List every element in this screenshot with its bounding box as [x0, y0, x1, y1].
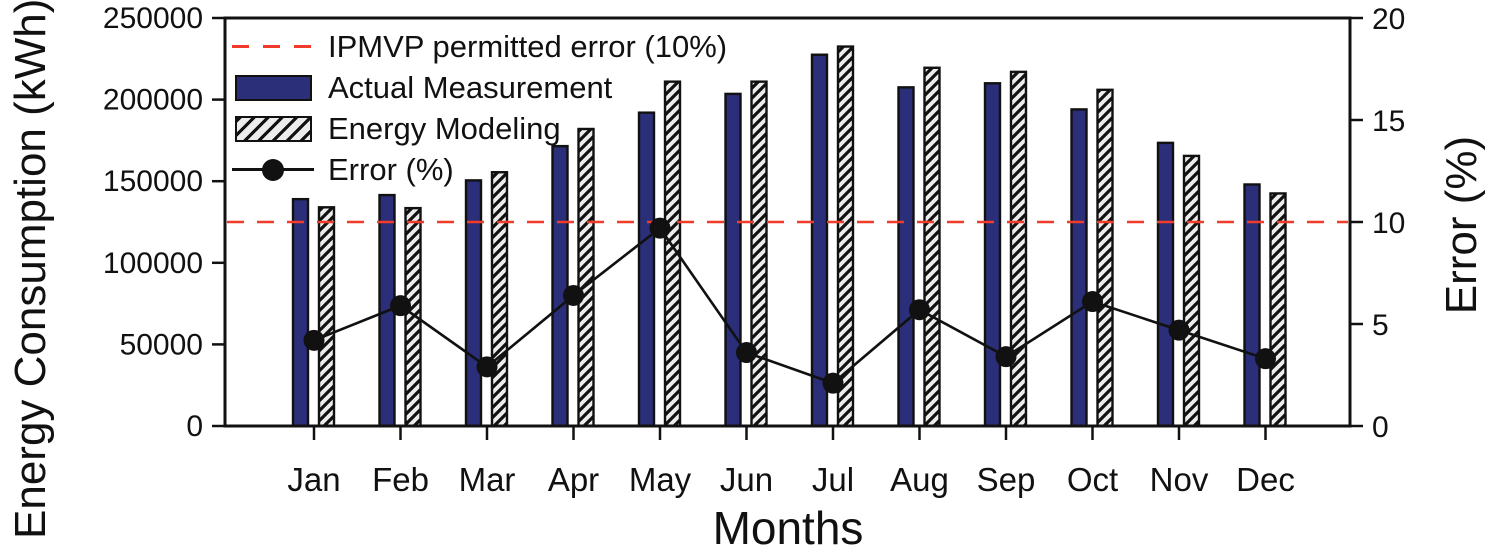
bar-actual-Nov: [1156, 141, 1175, 428]
bar-actual-Jul: [810, 53, 829, 428]
actual-measurement-swatch: [232, 74, 314, 101]
bar-actual-Sep: [983, 82, 1002, 428]
left-tick-label: 150000: [103, 165, 203, 198]
bar-modeling-Oct: [1096, 88, 1114, 428]
error-marker-Sep: [995, 346, 1017, 368]
legend-item-actual-measurement: Actual Measurement: [232, 67, 727, 108]
x-axis-title: Months: [712, 502, 864, 554]
bar-modeling-Jan: [317, 206, 336, 428]
x-tick-label-Dec: Dec: [1236, 461, 1295, 498]
right-tick-label: 5: [1372, 309, 1389, 342]
left-tick-label: 0: [186, 410, 203, 443]
error-marker-Jun: [736, 342, 757, 364]
x-tick-label-Apr: Apr: [548, 461, 599, 498]
bar-modeling-Jun: [750, 80, 768, 428]
error-marker-May: [649, 217, 671, 239]
bar-modeling-Sep: [1009, 70, 1028, 428]
x-tick-label-Nov: Nov: [1150, 461, 1209, 498]
bar-actual-Jan: [291, 197, 310, 428]
error-marker-Dec: [1255, 348, 1276, 370]
bar-modeling-Nov: [1182, 154, 1201, 428]
legend-label-actual-measurement: Actual Measurement: [328, 69, 613, 105]
error-marker-Nov: [1168, 319, 1190, 341]
bar-actual-Mar: [464, 179, 483, 428]
x-tick-label-Mar: Mar: [459, 461, 516, 498]
right-axis-title: Error (%): [1437, 135, 1486, 315]
right-tick-label: 10: [1372, 207, 1405, 240]
legend-label-energy-modeling: Energy Modeling: [328, 110, 561, 146]
legend-item-energy-modeling: Energy Modeling: [232, 108, 727, 149]
bar-actual-Jun: [724, 92, 742, 428]
left-tick-label: 250000: [103, 2, 203, 35]
left-tick-label: 100000: [103, 247, 203, 280]
legend-item-error: Error (%): [232, 149, 727, 190]
bar-modeling-Dec: [1269, 192, 1287, 428]
bar-actual-Dec: [1243, 183, 1261, 428]
right-tick-label: 0: [1372, 411, 1389, 444]
x-tick-label-May: May: [629, 461, 692, 498]
error-marker-Feb: [390, 295, 411, 317]
x-tick-label-Jan: Jan: [287, 461, 340, 498]
legend: IPMVP permitted error (10%) Actual Measu…: [232, 26, 727, 190]
error-marker-Aug: [909, 299, 930, 321]
left-axis-title: Energy Consumption (kWh): [6, 0, 55, 539]
x-tick-label-Jul: Jul: [812, 461, 854, 498]
error-line-sample: [232, 158, 314, 181]
x-tick-label-Aug: Aug: [890, 461, 949, 498]
error-marker-Jul: [822, 372, 844, 394]
error-line: [313, 226, 1266, 385]
legend-label-ipmvp: IPMVP permitted error (10%): [328, 28, 728, 64]
x-tick-label-Oct: Oct: [1067, 461, 1118, 498]
right-tick-label: 20: [1372, 3, 1405, 36]
bar-actual-Aug: [897, 86, 915, 428]
bar-modeling-Mar: [490, 171, 509, 428]
error-marker-Apr: [563, 284, 584, 306]
left-tick-label: 50000: [120, 328, 203, 361]
left-tick-label: 200000: [103, 84, 203, 117]
x-tick-label-Feb: Feb: [372, 461, 429, 498]
ipmvp-dashed-line-sample: [232, 45, 314, 48]
x-tick-label-Jun: Jun: [720, 461, 773, 498]
energy-modeling-swatch: [232, 115, 314, 142]
right-tick-label: 15: [1372, 105, 1405, 138]
bar-modeling-Aug: [923, 66, 941, 428]
error-marker-Oct: [1082, 291, 1103, 313]
legend-item-ipmvp: IPMVP permitted error (10%): [232, 26, 727, 67]
legend-label-error: Error (%): [328, 151, 454, 187]
error-marker-Jan: [303, 329, 325, 351]
error-marker-Mar: [476, 356, 498, 378]
bar-actual-Oct: [1070, 108, 1088, 428]
x-tick-label-Sep: Sep: [977, 461, 1036, 498]
